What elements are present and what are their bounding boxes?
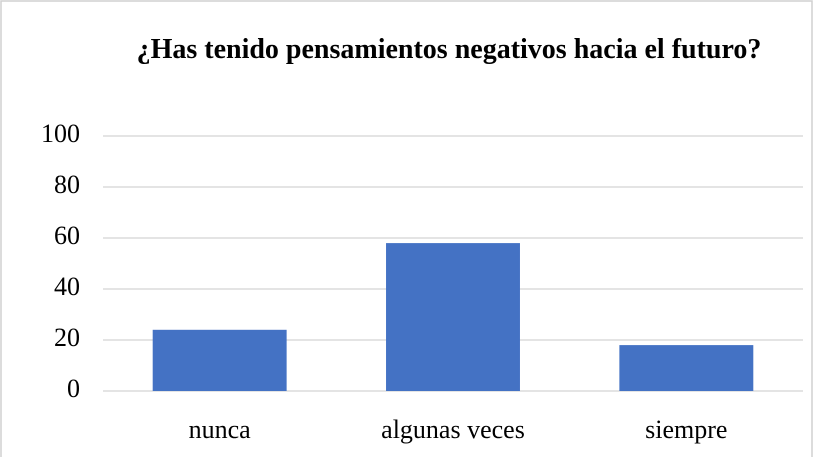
x-tick-label: algunas veces <box>381 415 525 444</box>
y-tick-label: 40 <box>54 272 80 301</box>
bar <box>619 345 754 391</box>
chart-title: ¿Has tenido pensamientos negativos hacia… <box>136 34 762 65</box>
y-tick-label: 100 <box>41 119 80 148</box>
x-tick-label: nunca <box>189 415 252 444</box>
bar <box>152 329 287 391</box>
y-tick-label: 0 <box>67 374 80 403</box>
y-tick-label: 60 <box>54 221 80 250</box>
x-tick-label: siempre <box>645 415 727 444</box>
y-tick-label: 20 <box>54 323 80 352</box>
bar <box>386 243 520 391</box>
y-tick-label: 80 <box>54 170 80 199</box>
